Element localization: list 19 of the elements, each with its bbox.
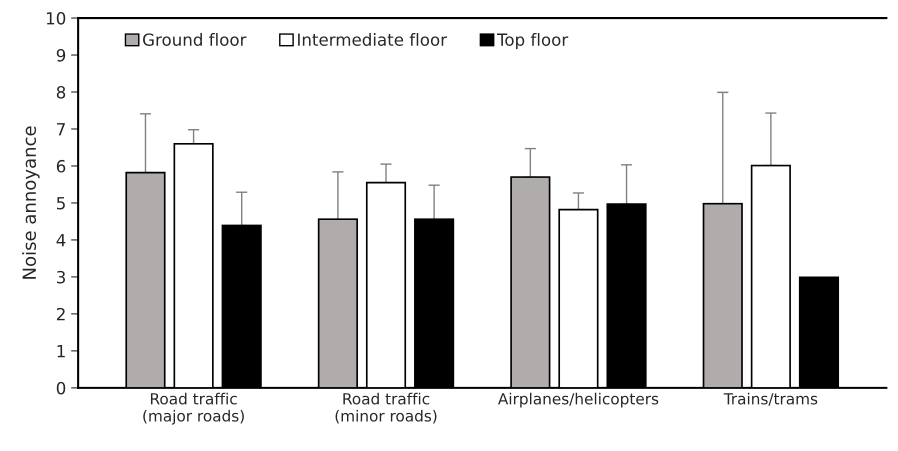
legend-label: Intermediate floor (298, 33, 448, 46)
y-tick-label: 6 (56, 160, 66, 173)
x-tick-label: Road traffic (minor roads) (336, 392, 436, 424)
y-axis-title: Noise annoyance (22, 126, 40, 279)
y-tick-label: 9 (56, 48, 66, 62)
y-tick-label: 4 (56, 234, 66, 246)
y-tick-label: 1 (58, 345, 65, 358)
y-tick-label: 10 (46, 12, 66, 25)
x-tick-label: Road traffic (major roads) (143, 392, 244, 425)
x-tick-label: Airplanes/helicopters (498, 392, 658, 408)
legend-label: Ground floor (143, 33, 246, 46)
y-tick-label: 5 (57, 197, 65, 210)
y-tick-label: 3 (56, 270, 65, 284)
x-tick-label: Trains/trams (724, 392, 818, 406)
y-tick-label: 8 (56, 86, 66, 99)
y-tick-label: 7 (57, 123, 65, 136)
y-tick-label: 0 (56, 382, 66, 394)
y-tick-label: 2 (56, 308, 65, 320)
legend-label: Top floor (496, 33, 568, 50)
